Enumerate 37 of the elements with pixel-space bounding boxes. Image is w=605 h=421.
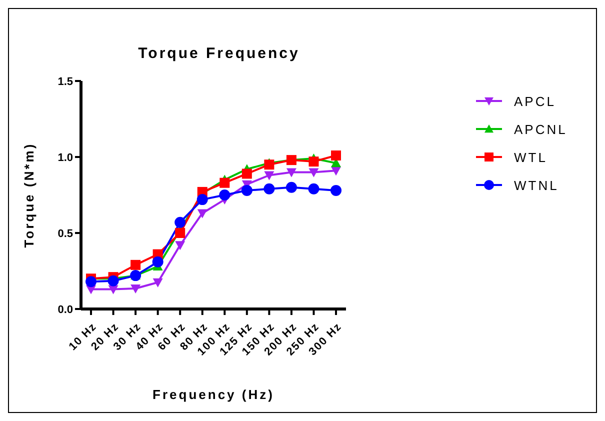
point <box>152 256 164 268</box>
point <box>331 166 341 176</box>
legend-label: APCL <box>514 94 556 108</box>
point <box>308 183 320 194</box>
point <box>220 178 230 188</box>
legend-label: APCNL <box>514 122 568 136</box>
point <box>308 168 319 178</box>
point <box>264 160 274 170</box>
y-tick-label: 1.0 <box>58 152 73 164</box>
point <box>331 150 341 160</box>
point <box>286 168 296 178</box>
y-axis-title: Torque (N*m) <box>22 142 37 248</box>
legend-label: WTNL <box>514 178 559 192</box>
point <box>174 216 186 228</box>
point <box>108 275 119 286</box>
point <box>286 182 297 193</box>
point <box>175 241 186 250</box>
point <box>264 171 274 180</box>
point <box>130 260 141 270</box>
point <box>308 156 319 167</box>
legend-label: WTL <box>514 150 548 164</box>
chart-title: Torque Frequency <box>137 45 301 62</box>
point <box>219 190 230 200</box>
y-tick-label: 1.5 <box>58 76 73 88</box>
point <box>175 228 186 238</box>
point <box>152 278 163 288</box>
point <box>242 168 252 179</box>
point <box>130 284 141 294</box>
y-tick-label: 0.0 <box>58 304 73 316</box>
point <box>196 194 208 206</box>
point <box>330 184 342 196</box>
y-tick-label: 0.5 <box>58 228 73 240</box>
point <box>264 183 275 194</box>
point <box>241 184 252 196</box>
x-axis-title: Frequency (Hz) <box>152 387 274 402</box>
point <box>86 276 96 288</box>
point <box>197 209 208 218</box>
